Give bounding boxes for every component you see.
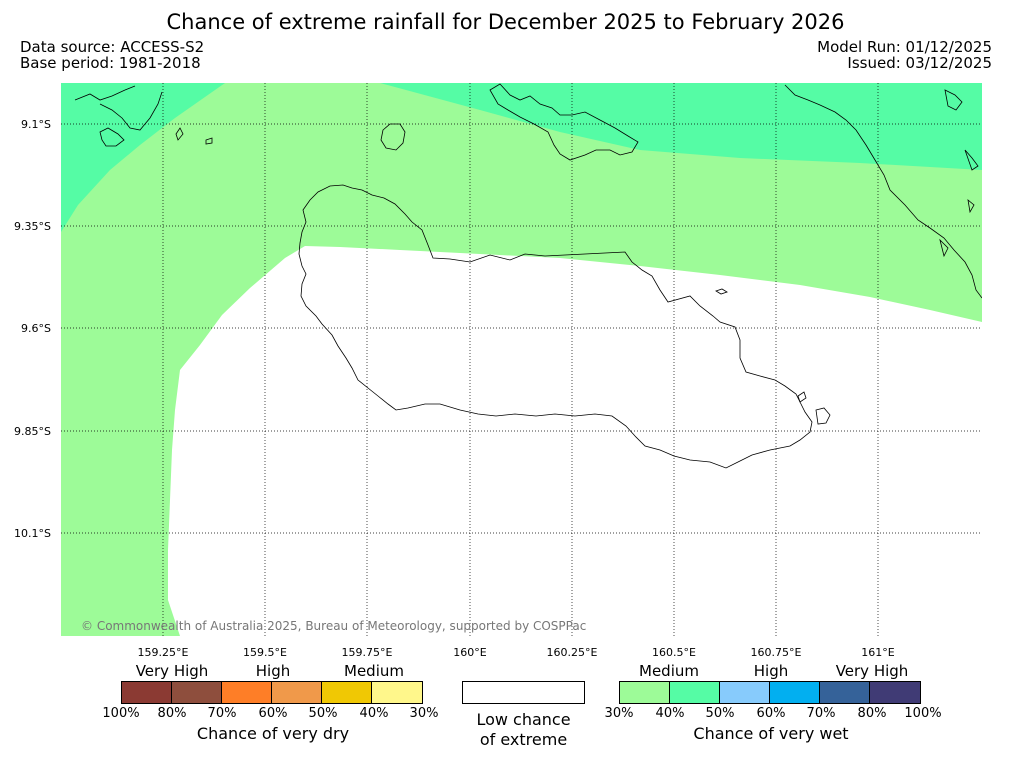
wet-swatch	[720, 682, 770, 703]
base-period: Base period: 1981-2018	[20, 54, 201, 72]
wet-percent-label: 30%	[604, 706, 634, 721]
source-info: Data source: ACCESS-S2 Base period: 1981…	[20, 39, 204, 71]
lat-tick: 9.35°S	[14, 220, 51, 233]
dry-percent-label: 50%	[308, 706, 338, 721]
lon-tick: 159.25°E	[137, 646, 189, 659]
wet-percent-label: 50%	[705, 706, 735, 721]
wet-category-very-high: Very High	[835, 662, 909, 680]
lon-tick: 159.75°E	[341, 646, 393, 659]
run-info: Model Run: 01/12/2025 Issued: 03/12/2025	[817, 39, 992, 71]
dry-percent-label: 100%	[102, 706, 140, 721]
wet-percent-label: 100%	[904, 706, 942, 721]
copyright-notice: © Commonwealth of Australia 2025, Bureau…	[81, 619, 587, 633]
wet-swatch	[620, 682, 670, 703]
wet-category-high: High	[753, 662, 789, 680]
lon-tick: 160.75°E	[750, 646, 802, 659]
isabel-coast-outline	[74, 85, 163, 147]
wet-percent-label: 60%	[756, 706, 786, 721]
wet-category-medium: Medium	[639, 662, 699, 680]
dry-swatch	[172, 682, 222, 703]
dry-percent-label: 40%	[359, 706, 389, 721]
dry-percent-label: 30%	[409, 706, 439, 721]
lon-tick: 161°E	[861, 646, 895, 659]
graticule	[61, 83, 982, 636]
wet-colorbar	[619, 681, 921, 704]
dry-swatch	[372, 682, 422, 703]
russell-islands-outline	[175, 127, 213, 145]
model-run: Model Run: 01/12/2025	[817, 38, 992, 56]
wet-swatch	[820, 682, 870, 703]
dry-percent-label: 60%	[258, 706, 288, 721]
issued-date: Issued: 03/12/2025	[847, 54, 992, 72]
dry-category-medium: Medium	[344, 662, 404, 680]
low-chance-line1: Low chance	[476, 710, 571, 729]
wet-swatch	[770, 682, 820, 703]
malaita-outline	[784, 84, 982, 299]
wet-swatch	[870, 682, 920, 703]
lat-tick: 10.1°S	[14, 527, 51, 540]
florida-islands-outline	[489, 83, 639, 161]
dry-percent-label: 70%	[207, 706, 237, 721]
marau-islets-outline	[797, 391, 831, 425]
coastline	[74, 83, 982, 469]
guadalcanal-outline	[298, 184, 813, 469]
lat-tick: 9.85°S	[14, 425, 51, 438]
lat-tick: 9.6°S	[21, 322, 51, 335]
wet-percent-label: 80%	[857, 706, 887, 721]
medium-wet-region	[61, 83, 982, 636]
dry-colorbar	[121, 681, 423, 704]
dry-swatch	[122, 682, 172, 703]
lon-tick: 160°E	[453, 646, 487, 659]
wet-swatch	[670, 682, 720, 703]
eastern-islands-outline	[939, 89, 979, 258]
dry-swatch	[322, 682, 372, 703]
wet-percent-label: 40%	[655, 706, 685, 721]
wet-legend-title: Chance of very wet	[693, 724, 849, 743]
low-chance-label: Low chance of extreme	[462, 710, 585, 750]
lon-tick: 159.5°E	[243, 646, 287, 659]
dry-swatch	[272, 682, 322, 703]
lon-tick: 160.5°E	[652, 646, 696, 659]
high-wet-region	[61, 83, 225, 232]
data-source: Data source: ACCESS-S2	[20, 38, 205, 56]
dry-percent-label: 80%	[157, 706, 187, 721]
low-chance-swatch	[462, 681, 585, 704]
islet-outline	[715, 288, 728, 295]
wet-percent-label: 70%	[806, 706, 836, 721]
low-chance-line2: of extreme	[479, 730, 568, 749]
lon-tick: 160.25°E	[546, 646, 598, 659]
dry-category-very-high: Very High	[135, 662, 209, 680]
page-title: Chance of extreme rainfall for December …	[166, 10, 845, 34]
lat-tick: 9.1°S	[21, 118, 51, 131]
dry-legend-title: Chance of very dry	[196, 724, 350, 743]
high-wet-region-east	[380, 83, 982, 170]
savo-island-outline	[380, 123, 406, 151]
dry-swatch	[222, 682, 272, 703]
dry-category-high: High	[255, 662, 291, 680]
